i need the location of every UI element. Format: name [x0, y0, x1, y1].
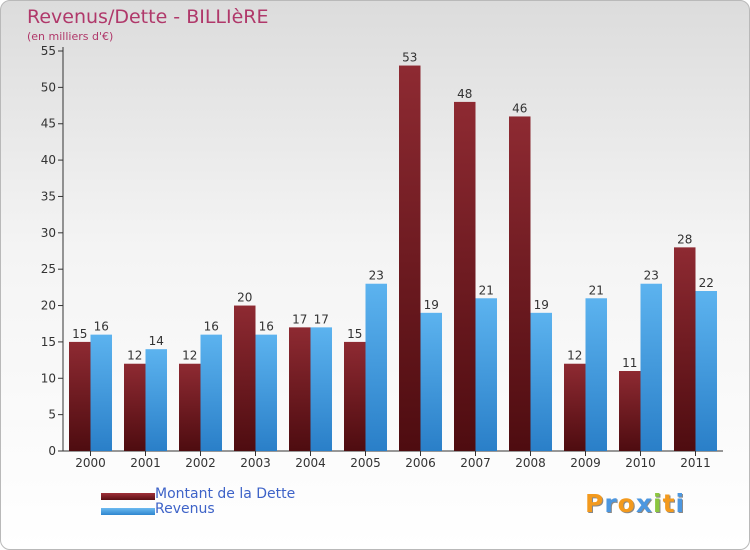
data-label: 16 [204, 320, 219, 334]
data-label: 14 [149, 334, 164, 348]
data-label: 16 [94, 320, 109, 334]
data-label: 12 [567, 349, 582, 363]
bar-dette [509, 116, 531, 452]
logo-letter: i [653, 489, 663, 518]
logo-letter: t [662, 489, 676, 518]
data-label: 53 [402, 51, 417, 65]
legend-label-revenus: Revenus [155, 501, 215, 517]
bar-dette [454, 101, 476, 451]
y-tick-label: 40 [41, 153, 56, 167]
bar-revenus [200, 334, 222, 451]
data-label: 15 [347, 327, 362, 341]
bar-dette [674, 247, 696, 451]
data-label: 17 [314, 312, 329, 326]
bar-revenus [475, 298, 497, 451]
logo-letter: P [585, 489, 605, 518]
bar-revenus [530, 312, 552, 451]
y-tick-label: 55 [41, 44, 56, 58]
bar-dette [289, 327, 311, 451]
bar-dette [69, 341, 91, 451]
bar-dette [234, 305, 256, 451]
y-tick-label: 35 [41, 189, 56, 203]
data-label: 16 [259, 320, 274, 334]
x-tick-label: 2010 [625, 456, 656, 470]
data-label: 11 [622, 356, 637, 370]
data-label: 21 [589, 283, 604, 297]
data-label: 15 [72, 327, 87, 341]
bar-revenus [585, 298, 607, 451]
x-tick-label: 2004 [295, 456, 326, 470]
data-label: 48 [457, 87, 472, 101]
x-tick-label: 2003 [240, 456, 271, 470]
x-tick-label: 2005 [350, 456, 381, 470]
chart-subtitle: (en milliers d'€) [27, 30, 114, 43]
data-label: 46 [512, 101, 527, 115]
bar-revenus [365, 283, 387, 451]
chart-title: Revenus/Dette - BILLIèRE [27, 6, 269, 28]
bar-dette [124, 363, 146, 451]
x-tick-label: 2011 [680, 456, 711, 470]
x-tick-label: 2008 [515, 456, 546, 470]
bar-revenus [695, 291, 717, 451]
data-label: 20 [237, 291, 252, 305]
data-label: 23 [369, 269, 384, 283]
x-tick-label: 2001 [130, 456, 161, 470]
y-tick-label: 5 [48, 408, 56, 422]
bar-dette [619, 371, 641, 451]
x-tick-label: 2000 [75, 456, 106, 470]
bar-revenus [145, 349, 167, 451]
y-tick-label: 20 [41, 299, 56, 313]
y-tick-label: 0 [48, 444, 56, 458]
bar-dette [179, 363, 201, 451]
x-tick-label: 2009 [570, 456, 601, 470]
logo-letter: r [604, 489, 618, 518]
data-label: 28 [677, 232, 692, 246]
bar-revenus [255, 334, 277, 451]
y-tick-label: 25 [41, 262, 56, 276]
x-tick-label: 2007 [460, 456, 491, 470]
data-label: 19 [534, 298, 549, 312]
y-tick-label: 45 [41, 117, 56, 131]
data-label: 21 [479, 283, 494, 297]
bar-revenus [640, 283, 662, 451]
data-label: 17 [292, 312, 307, 326]
bar-dette [564, 363, 586, 451]
logo-letter: o [617, 489, 636, 518]
data-label: 12 [127, 349, 142, 363]
data-label: 19 [424, 298, 439, 312]
legend-label-dette: Montant de la Dette [155, 486, 296, 502]
proxiti-logo: Proxiti [585, 489, 685, 518]
legend-swatch-dette [101, 493, 155, 500]
y-tick-label: 15 [41, 335, 56, 349]
bar-dette [399, 65, 421, 451]
logo-letter: i [675, 489, 686, 518]
bar-dette [344, 341, 366, 451]
data-label: 22 [699, 276, 714, 290]
y-tick-label: 50 [41, 80, 56, 94]
bar-revenus [90, 334, 112, 451]
x-tick-label: 2006 [405, 456, 436, 470]
data-label: 23 [644, 269, 659, 283]
logo-letter: x [635, 489, 653, 518]
data-label: 12 [182, 349, 197, 363]
y-tick-label: 10 [41, 371, 56, 385]
bar-revenus [310, 327, 332, 451]
bar-revenus [420, 312, 442, 451]
x-tick-label: 2002 [185, 456, 216, 470]
y-tick-label: 30 [41, 226, 56, 240]
legend-swatch-revenus [101, 508, 155, 515]
